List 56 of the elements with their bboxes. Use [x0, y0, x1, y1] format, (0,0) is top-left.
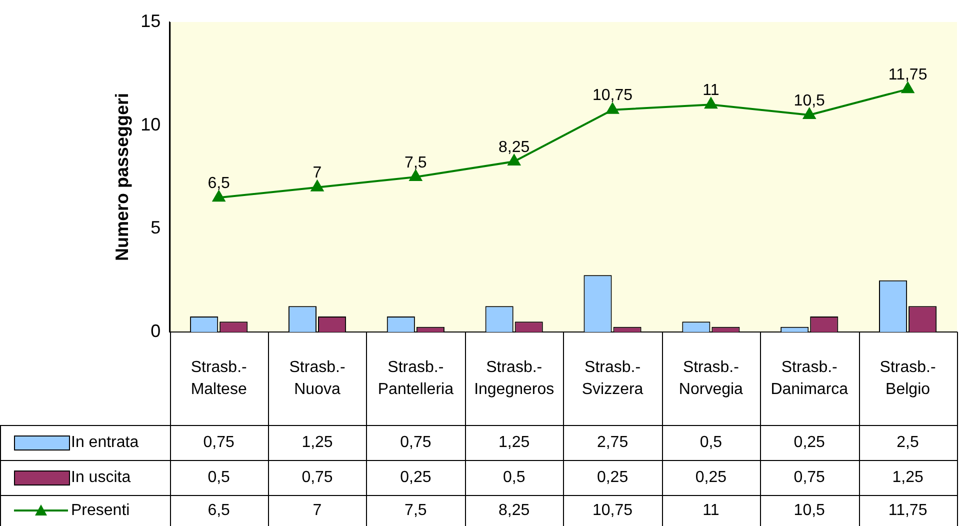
data-label: 11,75	[888, 502, 928, 519]
data-label: 1,25	[498, 434, 530, 451]
data-label: 0,25	[400, 468, 432, 486]
data-label: 10,75	[592, 502, 633, 519]
data-label: 0,75	[203, 434, 235, 451]
point	[606, 102, 619, 114]
data-label: 2,75	[596, 434, 628, 451]
x-tick-label: Strasb.-Belgio	[880, 358, 936, 398]
text: 11,75	[888, 66, 928, 84]
x-tick-label: Strasb.-Svizzera	[582, 358, 644, 398]
point	[212, 190, 226, 202]
data-label: 0,5	[208, 468, 230, 486]
legend-label: Presenti	[71, 502, 130, 519]
x-tick-label: Strasb.-Nuova	[289, 358, 346, 398]
data-label: 0,75	[794, 468, 826, 486]
point	[409, 170, 422, 181]
text: 7,5	[404, 154, 427, 172]
legend-label: In entrata	[71, 434, 139, 451]
point	[508, 154, 520, 166]
point	[704, 98, 718, 109]
data-label: 8,25	[498, 502, 530, 519]
data-label: 0,25	[695, 468, 727, 486]
point	[803, 108, 816, 119]
data-label: 0,75	[400, 434, 432, 451]
data-label: 0,25	[596, 468, 628, 486]
x-tick-label: Strasb.-Norvegia	[678, 358, 744, 398]
data-label: 6,5	[208, 502, 230, 519]
text: 10,5	[794, 92, 825, 110]
data-label: 0,75	[302, 468, 333, 486]
x-tick-label: Strasb.-Ingegneros	[474, 358, 554, 398]
data-label: 7	[312, 502, 322, 519]
point	[311, 180, 324, 192]
text: 6,5	[208, 175, 230, 192]
text: 8,25	[498, 138, 530, 156]
point	[902, 82, 914, 94]
data-label: 11	[702, 502, 720, 519]
data-label: 0,5	[700, 434, 722, 451]
y-tick-label: 10	[140, 114, 161, 134]
data-label: 0,25	[794, 434, 826, 451]
y-axis-title: Numero passeggeri	[112, 92, 132, 262]
data-label: 0,5	[502, 468, 526, 486]
x-tick-label: Strasb.-Maltese	[190, 358, 247, 398]
data-label: 7,5	[404, 502, 427, 519]
x-tick-label: Strasb.-Danimarca	[770, 358, 848, 398]
legend-label: In uscita	[71, 468, 131, 486]
x-tick-label: Strasb.-Pantelleria	[378, 358, 454, 398]
y-tick-label: 5	[150, 218, 161, 238]
y-tick-label: 15	[140, 10, 161, 31]
data-label: 1,25	[892, 468, 924, 486]
data-label: 2,5	[896, 434, 920, 451]
text: 7	[312, 164, 322, 182]
text: 10,75	[592, 87, 633, 104]
text: 11	[702, 82, 720, 100]
y-tick-label: 0	[150, 320, 161, 341]
data-label: 1,25	[302, 434, 333, 451]
data-label: 10,5	[794, 502, 826, 519]
